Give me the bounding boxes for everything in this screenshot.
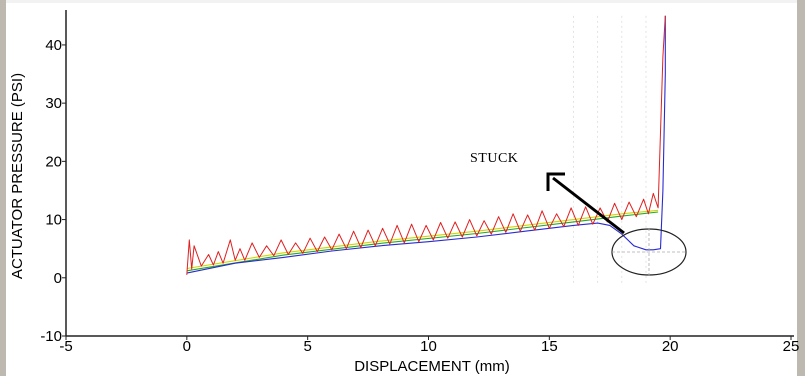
y-tick-label: -10: [40, 328, 62, 345]
stuck-arrow-head: [546, 172, 565, 191]
plot-background: [64, 10, 794, 336]
series-line-1: [186, 15, 666, 274]
y-tick-labels: -10 0 10 20 30 40: [40, 37, 66, 345]
x-tick-labels: -5 0 5 10 15 20 25: [59, 336, 799, 355]
y-tick-label: 20: [45, 153, 62, 170]
x-tick-label: 5: [303, 338, 311, 355]
y-tick-label: 40: [45, 37, 62, 54]
stuck-label: STUCK: [470, 151, 518, 166]
series-lines: [186, 15, 666, 275]
series-line-2: [186, 211, 659, 272]
y-tick-label: 30: [45, 95, 62, 112]
stuck-arrow-shaft: [552, 176, 625, 235]
left-border-bar: [0, 0, 6, 376]
y-tick-label: 10: [45, 212, 62, 229]
series-line-0: [186, 15, 666, 275]
y-axis-title: ACTUATOR PRESSURE (PSI): [9, 73, 26, 279]
x-tick-label: 15: [541, 338, 558, 355]
y-tick-label: 0: [54, 270, 62, 287]
x-tick-label: 0: [183, 338, 191, 355]
stuck-annotation: STUCK: [470, 151, 687, 276]
top-strip: [6, 0, 797, 3]
x-tick-label: 10: [420, 338, 437, 355]
x-tick-label: 25: [783, 338, 800, 355]
x-tick-label: -5: [59, 338, 72, 355]
series-line-3: [186, 209, 659, 270]
x-tick-label: 20: [662, 338, 679, 355]
right-border-bar: [797, 0, 805, 376]
x-axis-title: DISPLACEMENT (mm): [354, 358, 510, 375]
